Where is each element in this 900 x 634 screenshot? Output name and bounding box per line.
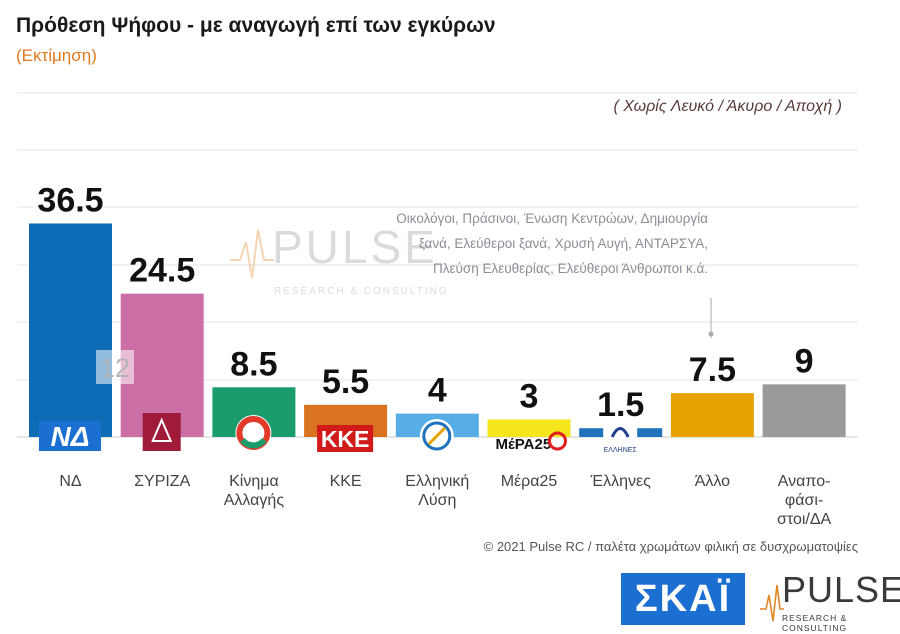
category-label-3-0: ΚΚΕ [330, 473, 362, 490]
value-label-0: 36.5 [37, 181, 103, 219]
kinal-icon-arc [240, 437, 267, 449]
pulse-wave-icon [760, 584, 784, 622]
compass-needle [427, 426, 446, 446]
syriza-star-icon [151, 417, 173, 442]
watermark-word: PULSE [272, 221, 438, 273]
value-label-6: 1.5 [597, 386, 644, 424]
pulse-watermark: PULSE RESEARCH & CONSULTING [230, 221, 450, 302]
category-label-0-0: ΝΔ [59, 473, 82, 490]
nd-logo-bg [39, 421, 101, 451]
mera25-logo-mark [548, 431, 567, 451]
category-label-4-1: Λύση [418, 492, 456, 509]
category-label-8-0: Αναπο- [778, 473, 831, 490]
pulse-wave-icon [230, 229, 274, 279]
elliniki-lysi-compass-icon [422, 421, 452, 451]
bar-7 [670, 393, 754, 437]
value-label-5: 3 [520, 377, 539, 415]
other-parties-note: Οικολόγοι, Πράσινοι, Ένωση Κεντρώων, Δημ… [396, 211, 708, 276]
value-label-1: 24.5 [129, 252, 195, 290]
category-label-4-0: Ελληνική [405, 473, 469, 490]
chart-note: ( Χωρίς Λευκό / Άκυρο / Αποχή ) [613, 98, 842, 115]
category-label-8-1: φάσι- [785, 492, 823, 509]
ellines-logo-bg [603, 420, 638, 444]
watermark-tag: RESEARCH & CONSULTING [274, 286, 449, 297]
value-label-3: 5.5 [322, 363, 369, 401]
nd-logo-text: ΝΔ [50, 421, 89, 452]
bar-0 [29, 223, 112, 437]
ellines-logo-mark [610, 427, 630, 438]
gap-annotation-label: 12 [100, 353, 130, 383]
value-label-8: 9 [795, 342, 814, 380]
other-leader-dot [708, 331, 714, 337]
value-label-4: 4 [428, 372, 447, 410]
mera25-logo-text: ΜέΡΑ25 [496, 436, 552, 453]
pulse-logo: PULSE RESEARCH & CONSULTING [760, 569, 900, 633]
kke-logo-text: ΚΚΕ [321, 426, 370, 452]
category-label-5-0: Μέρα25 [501, 473, 558, 490]
chart-subtitle: (Εκτίμηση) [16, 46, 97, 65]
chart-title: Πρόθεση Ψήφου - με αναγωγή επί των εγκύρ… [16, 14, 496, 37]
value-label-2: 8.5 [230, 345, 277, 383]
gap-annotation-box [96, 350, 134, 384]
category-label-1-0: ΣΥΡΙΖΑ [134, 473, 190, 490]
category-label-2-0: Κίνημα [229, 473, 279, 490]
category-label-2-1: Αλλαγής [224, 492, 285, 509]
bar-5 [487, 419, 571, 437]
footer-credit: © 2021 Pulse RC / παλέτα χρωμάτων φιλική… [483, 539, 858, 554]
category-label-8-2: στοι/ΔΑ [777, 511, 832, 528]
ellines-logo-text: ΕΛΛΗΝΕΣ [604, 447, 638, 454]
pulse-logo-word: PULSE [782, 569, 900, 610]
category-label-7-0: Άλλο [695, 473, 730, 490]
value-label-7: 7.5 [689, 351, 736, 389]
kke-logo-bg [317, 425, 374, 452]
category-label-6-0: Έλληνες [590, 473, 652, 490]
pulse-logo-tag: RESEARCH & CONSULTING [782, 613, 848, 633]
bar-8 [762, 384, 846, 437]
skai-logo: ΣΚΑΪ [621, 573, 745, 625]
